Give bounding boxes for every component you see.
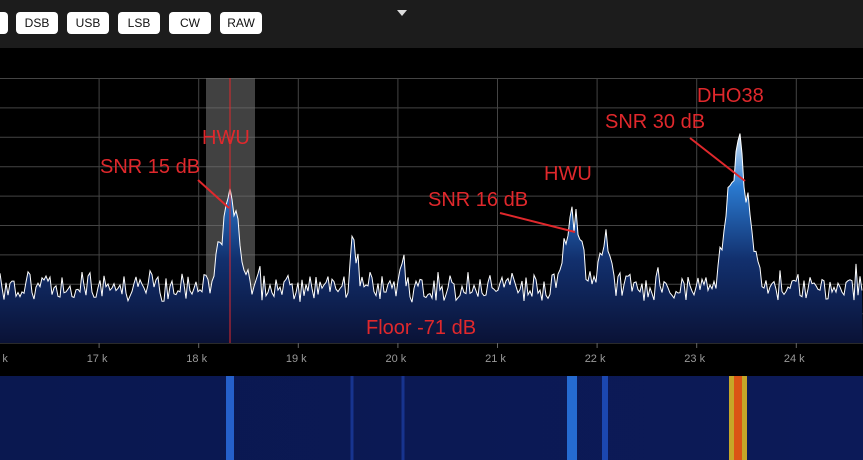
annotation: SNR 30 dB bbox=[605, 111, 705, 133]
spectrum-view: 16 k 17 k 18 k 19 k 20 k 21 k 22 k 23 k 24 k HWU… bbox=[0, 76, 863, 460]
freq-label: 20 k bbox=[386, 353, 407, 365]
annotation: HWU bbox=[544, 163, 592, 185]
waterfall bbox=[0, 376, 863, 460]
annotation: DHO38 bbox=[697, 85, 764, 107]
freq-label: 16 k bbox=[0, 353, 8, 365]
freq-label: 18 k bbox=[186, 353, 207, 365]
button[interactable]: CW bbox=[169, 12, 211, 34]
pointer bbox=[499, 212, 576, 233]
pointer bbox=[689, 137, 746, 182]
annotation: SNR 16 dB bbox=[428, 189, 528, 211]
button[interactable]: DSB bbox=[16, 12, 58, 34]
waterfall-signal bbox=[401, 376, 405, 460]
waterfall-signal bbox=[734, 376, 742, 460]
button[interactable]: LSB bbox=[118, 12, 160, 34]
annotation: SNR 15 dB bbox=[100, 156, 200, 178]
spectrum-trace bbox=[0, 133, 863, 303]
waterfall-signal bbox=[350, 376, 354, 460]
freq-label: 17 k bbox=[87, 353, 108, 365]
toolbar: DSB USB LSB CW RAW bbox=[0, 0, 863, 48]
waterfall-signal bbox=[226, 376, 234, 460]
freq-label: 23 k bbox=[684, 353, 705, 365]
button[interactable]: RAW bbox=[220, 12, 262, 34]
waterfall-signal bbox=[567, 376, 577, 460]
spectrum-fill bbox=[0, 133, 863, 343]
button[interactable] bbox=[0, 12, 8, 34]
freq-label: 19 k bbox=[286, 353, 307, 365]
freq-label: 24 k bbox=[784, 353, 805, 365]
button[interactable]: USB bbox=[67, 12, 109, 34]
annotation: Floor -71 dB bbox=[366, 317, 476, 339]
freq-label: 22 k bbox=[585, 353, 606, 365]
annotation: HWU bbox=[202, 127, 250, 149]
pointer bbox=[197, 179, 230, 209]
waterfall-signal bbox=[602, 376, 608, 460]
freq-label: 21 k bbox=[485, 353, 506, 365]
dropdown-arrow[interactable] bbox=[397, 10, 407, 16]
